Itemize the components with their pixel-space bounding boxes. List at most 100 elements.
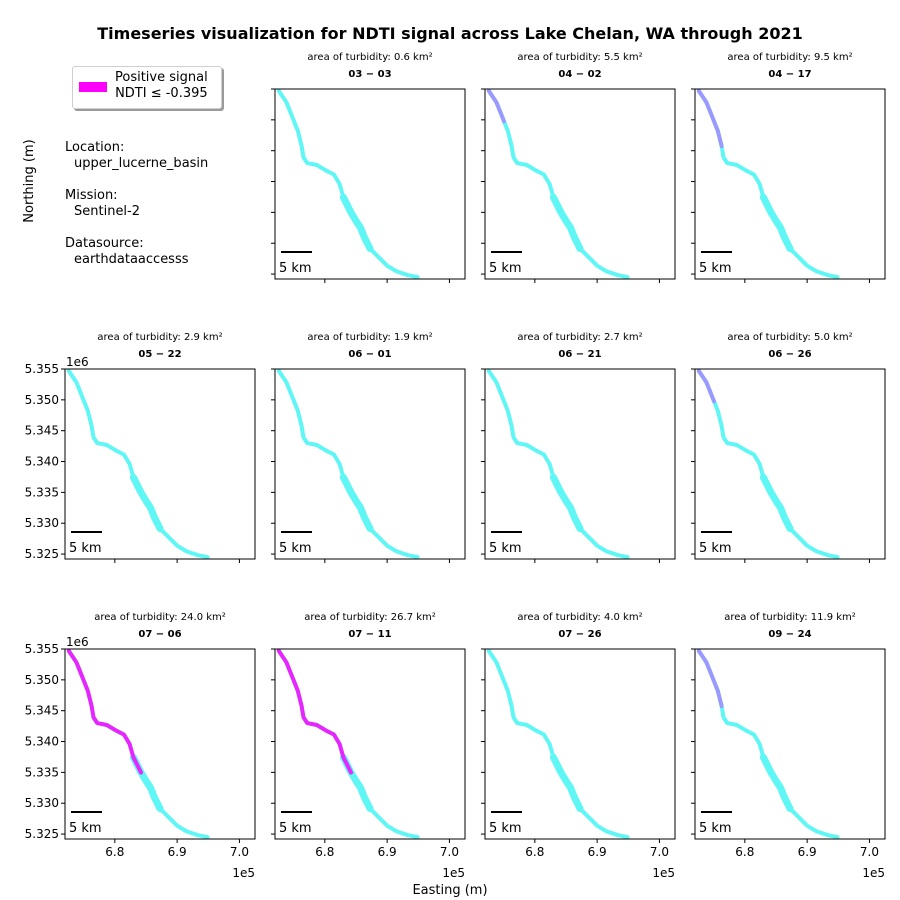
panel-area-label: area of turbidity: 26.7 km²: [304, 612, 436, 623]
panel-frame: [694, 648, 886, 840]
panel-6: area of turbidity: 2.7 km² 06 − 21 5 km: [481, 332, 676, 563]
panel-3: area of turbidity: 9.5 km² 04 − 17 5 km: [691, 52, 886, 283]
scale-bar-label: 5 km: [69, 541, 102, 556]
y-tick-label: 5.340: [25, 455, 59, 469]
panel-frame: [274, 648, 466, 840]
y-tick-label: 5.355: [25, 642, 59, 656]
mission-label: Mission:: [65, 188, 118, 203]
lake-water: [66, 368, 210, 560]
panel-date-label: 06 − 01: [348, 349, 391, 360]
panel-5: area of turbidity: 1.9 km² 06 − 01 5 km: [271, 332, 466, 563]
location-label: Location:: [65, 140, 125, 155]
scale-bar-label: 5 km: [279, 261, 312, 276]
y-tick-label: 5.330: [25, 796, 59, 810]
x-tick-label: 6.8: [735, 845, 754, 859]
metadata-block: Location: upper_lucerne_basin Mission: S…: [65, 140, 208, 284]
lake-water: [66, 648, 210, 840]
legend-line-2: NDTI ≤ -0.395: [115, 86, 208, 101]
lake-water-wide: [549, 473, 584, 533]
panel-frame: [274, 368, 466, 560]
lake-water: [696, 648, 840, 840]
turbidity-signal: [66, 648, 143, 775]
panel-area-label: area of turbidity: 1.9 km²: [307, 332, 432, 343]
scale-bar-label: 5 km: [489, 541, 522, 556]
y-tick-label: 5.350: [25, 393, 59, 407]
x-tick-label: 7.0: [440, 845, 459, 859]
scale-bar-label: 5 km: [699, 261, 732, 276]
lake-water: [696, 368, 840, 560]
x-tick-label: 6.8: [105, 845, 124, 859]
panel-area-label: area of turbidity: 2.7 km²: [517, 332, 642, 343]
y-axis-label: Northing (m): [22, 139, 37, 222]
panel-area-label: area of turbidity: 9.5 km²: [727, 52, 852, 63]
panel-area-label: area of turbidity: 24.0 km²: [94, 612, 226, 623]
datasource-value: earthdataaccesss: [74, 252, 189, 267]
y-tick-label: 5.345: [25, 424, 59, 438]
panel-7: area of turbidity: 5.0 km² 06 − 26 5 km: [691, 332, 886, 563]
y-offset-label: 1e6: [66, 635, 89, 649]
panel-area-label: area of turbidity: 2.9 km²: [97, 332, 222, 343]
lake-water-wide: [759, 193, 794, 253]
y-tick-label: 5.335: [25, 765, 59, 779]
scale-bar-label: 5 km: [279, 541, 312, 556]
scale-bar-label: 5 km: [699, 821, 732, 836]
x-offset-label: 1e5: [232, 866, 255, 880]
y-tick-label: 5.330: [25, 516, 59, 530]
y-tick-label: 5.325: [25, 827, 59, 841]
turbidity-signal: [486, 88, 506, 124]
x-offset-label: 1e5: [442, 866, 465, 880]
panel-frame: [694, 368, 886, 560]
lake-water: [696, 88, 840, 280]
panel-frame: [484, 648, 676, 840]
x-tick-label: 6.8: [315, 845, 334, 859]
panel-area-label: area of turbidity: 5.0 km²: [727, 332, 852, 343]
lake-water-wide: [759, 753, 794, 813]
lake-water-wide: [549, 753, 584, 813]
x-axis-label: Easting (m): [412, 883, 487, 898]
x-tick-label: 6.9: [798, 845, 817, 859]
legend-label: Positive signal NDTI ≤ -0.395: [115, 70, 208, 102]
panel-2: area of turbidity: 5.5 km² 04 − 02 5 km: [481, 52, 676, 283]
panel-1: area of turbidity: 0.6 km² 03 − 03 5 km: [271, 52, 466, 283]
panel-frame: [694, 88, 886, 280]
lake-water-wide: [759, 473, 794, 533]
y-tick-label: 5.355: [25, 362, 59, 376]
legend: Positive signal NDTI ≤ -0.395: [72, 66, 222, 109]
x-tick-label: 6.8: [525, 845, 544, 859]
y-tick-label: 5.345: [25, 704, 59, 718]
scale-bar-label: 5 km: [489, 261, 522, 276]
lake-water-wide: [129, 473, 164, 533]
y-tick-label: 5.335: [25, 485, 59, 499]
panel-date-label: 07 − 06: [138, 629, 181, 640]
panel-area-label: area of turbidity: 11.9 km²: [724, 612, 856, 623]
panel-date-label: 03 − 03: [348, 69, 391, 80]
legend-swatch: [79, 82, 107, 92]
x-tick-label: 6.9: [588, 845, 607, 859]
lake-water: [486, 88, 630, 280]
lake-water: [486, 648, 630, 840]
lake-water: [276, 368, 420, 560]
x-tick-label: 7.0: [230, 845, 249, 859]
figure-title: Timeseries visualization for NDTI signal…: [97, 24, 802, 43]
location-value: upper_lucerne_basin: [74, 156, 209, 171]
panel-date-label: 07 − 26: [558, 629, 601, 640]
panel-date-label: 05 − 22: [138, 349, 181, 360]
panel-area-label: area of turbidity: 4.0 km²: [517, 612, 642, 623]
panel-frame: [484, 368, 676, 560]
turbidity-signal: [696, 368, 716, 404]
panel-date-label: 04 − 17: [768, 69, 811, 80]
x-tick-label: 7.0: [650, 845, 669, 859]
panel-frame: [484, 88, 676, 280]
y-tick-label: 5.340: [25, 735, 59, 749]
scale-bar-label: 5 km: [699, 541, 732, 556]
x-tick-label: 7.0: [860, 845, 879, 859]
panel-area-label: area of turbidity: 0.6 km²: [307, 52, 432, 63]
panel-date-label: 06 − 21: [558, 349, 601, 360]
turbidity-signal: [696, 648, 724, 708]
mission-value: Sentinel-2: [74, 204, 141, 219]
panel-date-label: 07 − 11: [348, 629, 391, 640]
